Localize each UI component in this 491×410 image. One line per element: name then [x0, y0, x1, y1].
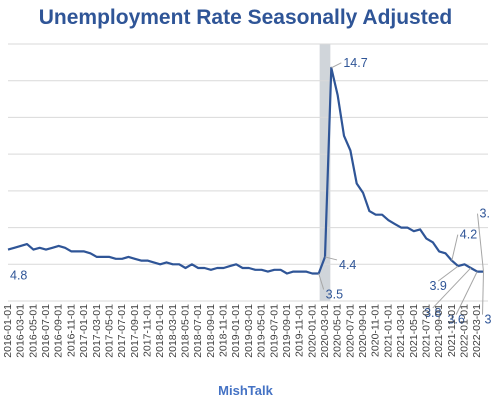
x-tick-label: 2019-09-01 — [281, 304, 293, 358]
data-label: 14.7 — [343, 56, 367, 70]
x-tick-label: 2016-11-01 — [65, 304, 77, 357]
data-label-leader — [437, 265, 459, 282]
x-tick-label: 2016-09-01 — [53, 304, 65, 358]
x-tick-label: 2016-03-01 — [15, 304, 27, 358]
x-tick-label: 2019-01-01 — [230, 304, 242, 358]
x-tick-label: 2018-01-01 — [154, 304, 166, 358]
series-layer — [7, 66, 484, 275]
data-label: 3.6 — [447, 313, 464, 327]
data-label: 4.4 — [339, 258, 356, 272]
x-tick-label: 2020-09-01 — [357, 304, 369, 358]
x-tick-label: 2018-09-01 — [205, 304, 217, 358]
x-tick-label: 2019-11-01 — [294, 304, 306, 357]
x-tick-label: 2020-01-01 — [306, 304, 318, 358]
data-label: 3. — [485, 313, 491, 327]
x-tick-label: 2022-03-01 — [471, 304, 483, 358]
data-label-leader — [451, 234, 459, 261]
x-tick-label: 2021-05-01 — [408, 304, 420, 358]
x-tick-label: 2016-01-01 — [2, 304, 14, 358]
x-tick-label: 2022-01-01 — [458, 304, 470, 358]
gridlines — [8, 43, 488, 302]
x-tick-label: 2021-11-01 — [446, 304, 458, 357]
x-tick-label: 2016-07-01 — [40, 304, 52, 358]
data-label-layer: 4.8 3.5 4.4 14.7 4.2 3.9 3.8 3.6 3. 3. — [10, 56, 491, 327]
x-tick-label: 2016-05-01 — [27, 304, 39, 358]
x-tick-label: 2017-03-01 — [91, 304, 103, 358]
data-label-leader — [455, 271, 478, 315]
x-tick-label: 2018-03-01 — [167, 304, 179, 358]
data-label: 3.5 — [326, 287, 343, 301]
data-label-leader — [432, 267, 472, 309]
data-label: 4.8 — [10, 269, 27, 283]
x-tick-label: 2020-05-01 — [332, 304, 344, 358]
data-label: 3. — [480, 207, 490, 221]
data-label: 3.9 — [429, 279, 446, 293]
x-tick-label: 2017-11-01 — [141, 304, 153, 357]
x-tick-label: 2021-09-01 — [433, 304, 445, 358]
data-label: 3.8 — [424, 306, 441, 320]
data-label: 4.2 — [460, 228, 477, 242]
x-tick-labels: 2016-01-01 2016-03-01 2016-05-01 2016-07-01… — [2, 304, 483, 358]
x-tick-label: 2021-03-01 — [395, 304, 407, 358]
x-tick-label: 2021-01-01 — [382, 304, 394, 358]
series-line — [7, 66, 484, 275]
x-tick-label: 2017-07-01 — [116, 304, 128, 358]
x-tick-label: 2017-09-01 — [129, 304, 141, 358]
x-tick-label: 2018-11-01 — [218, 304, 230, 357]
recession-shade-layer — [319, 44, 331, 301]
recession-shade — [319, 44, 331, 301]
x-tick-label: 2018-07-01 — [192, 304, 204, 358]
data-label-leader — [482, 271, 484, 315]
x-tick-label: 2019-07-01 — [268, 304, 280, 358]
data-label-leader — [477, 213, 484, 272]
x-tick-label: 2017-01-01 — [78, 304, 90, 358]
x-tick-label: 2020-11-01 — [370, 304, 382, 357]
data-label-leader — [331, 62, 342, 69]
x-tick-label: 2021-07-01 — [420, 304, 432, 358]
x-tick-label: 2020-03-01 — [319, 304, 331, 358]
data-label-leader — [324, 256, 338, 261]
data-label-leader — [318, 273, 325, 290]
x-tick-label: 2018-05-01 — [180, 304, 192, 358]
x-tick-label: 2017-05-01 — [103, 304, 115, 358]
x-tick-label: 2019-03-01 — [243, 304, 255, 358]
chart-title: Unemployment Rate Seasonally Adjusted — [38, 6, 453, 29]
x-tick-label: 2019-05-01 — [256, 304, 268, 358]
x-tick-label: 2020-07-01 — [344, 304, 356, 358]
x-axis-label: MishTalk — [218, 383, 273, 398]
